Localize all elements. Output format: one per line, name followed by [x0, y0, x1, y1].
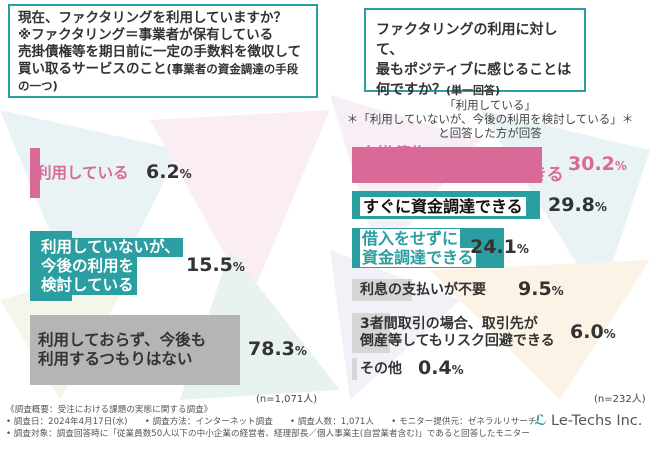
bar-positive-label-line-3-1: 借入をせずに	[360, 229, 461, 248]
right-sample-size: (n=232人)	[594, 394, 646, 405]
left-question-line2: ※ファクタリング＝事業者が保有している	[18, 27, 274, 43]
left-question-line3: 売掛債権等を期日前に一定の手数料を徴収して	[18, 44, 302, 60]
bar-usage-value-number-2: 15.5	[186, 254, 233, 276]
footer-line1: 《調査概要：受注における課題の実態に関する調査》	[6, 405, 213, 415]
bar-positive-label-line-2-1: すぐに資金調達できる	[360, 196, 526, 216]
bar-positive-value-3: 24.1%	[470, 236, 529, 258]
bar-positive-label-5: 3者間取引の場合、取引先が 倒産等してもリスク回避できる	[360, 316, 555, 350]
left-question-line1: 現在、ファクタリングを利用していますか？	[18, 10, 288, 26]
bar-positive-label-line-3-2: 資金調達できる	[360, 248, 476, 267]
footer-line2: • 調査日：2024年4月17日(水) • 調査方法：インターネット調査 • 調…	[6, 417, 537, 427]
bar-positive-value-4: 9.5%	[518, 278, 564, 300]
bar-positive-label-2: すぐに資金調達できる	[360, 196, 526, 216]
right-question-line3: 何ですか？(単一回答)	[376, 80, 574, 101]
bar-positive-label-line-5-2: 倒産等してもリスク回避できる	[360, 333, 555, 349]
bar-usage-value-unit-1: %	[179, 167, 192, 181]
bar-usage-value-number-3: 78.3	[248, 338, 295, 360]
bar-positive-value-number-5: 6.0	[570, 321, 604, 343]
bar-positive-label-4: 利息の支払いが不要	[360, 282, 486, 299]
footer-line3: • 調査対象：調査回答時に「従業員数50人以下の中小企業の経営者、経理部長／個人…	[6, 429, 530, 439]
bar-usage-label-line-2-1: 利用していないが、	[38, 237, 183, 257]
logo-text: Le-Techs Inc.	[551, 413, 643, 429]
bar-positive-value-unit-2: %	[594, 200, 607, 214]
bar-positive-1	[352, 147, 543, 183]
bar-usage-label-1: 利用している	[36, 164, 129, 183]
bar-positive-value-5: 6.0%	[570, 321, 616, 343]
respondent-subtitle: 「利用している」 ＊「利用していないが、今後の利用を検討している」＊ と回答した…	[340, 98, 640, 140]
subtitle-line3: と回答した方が回答	[438, 126, 542, 140]
bar-positive-label-line-5-1: 3者間取引の場合、取引先が	[360, 316, 538, 332]
left-question-line4: 買い取るサービスのこと(事業者の資金調達の手段の一つ)	[18, 61, 308, 95]
bar-positive-value-number-3: 24.1	[470, 236, 517, 258]
bar-usage-value-2: 15.5%	[186, 254, 245, 276]
bar-positive-value-unit-6: %	[451, 363, 464, 377]
right-question-box: ファクタリングの利用に対して、 最もポジティブに感じることは 何ですか？(単一回…	[364, 8, 586, 98]
bar-positive-label-6: その他	[360, 361, 402, 378]
bar-positive-label-line-1-1: 売掛債権の	[360, 145, 445, 165]
bar-usage-value-unit-3: %	[294, 344, 307, 358]
right-question-line1: ファクタリングの利用に対して、	[376, 22, 558, 58]
bar-usage-3	[30, 315, 240, 385]
bar-usage-label-line-2-2: 今後の利用を	[38, 256, 138, 276]
right-question-line2: 最もポジティブに感じることは	[376, 62, 572, 78]
bar-usage-label-line-3-1: 利用しておらず、今後も	[38, 331, 207, 349]
logo-mark-icon: ℒ	[534, 413, 547, 429]
bar-positive-value-unit-1: %	[614, 159, 627, 173]
bar-usage-label-line-3-2: 利用するつもりはない	[38, 350, 193, 368]
bar-usage-label-3: 利用しておらず、今後も 利用するつもりはない	[38, 331, 206, 369]
company-logo: ℒ Le-Techs Inc.	[534, 413, 642, 429]
bar-positive-value-unit-4: %	[551, 284, 564, 298]
bar-usage-label-line-2-3: 検討している	[38, 275, 137, 295]
bar-positive-value-number-4: 9.5	[518, 278, 552, 300]
bar-usage-label-2: 利用していないが、 今後の利用を 検討している	[38, 237, 183, 295]
left-question-line4-main: 買い取るサービスのこと	[18, 61, 167, 77]
bar-positive-value-unit-5: %	[603, 327, 616, 341]
bar-positive-value-number-2: 29.8	[548, 194, 595, 216]
bar-positive-value-2: 29.8%	[548, 194, 607, 216]
subtitle-line1: 「利用している」	[444, 98, 536, 112]
bar-usage-value-number-1: 6.2	[146, 161, 180, 183]
left-question-box: 現在、ファクタリングを利用していますか？ ※ファクタリング＝事業者が保有している…	[8, 4, 318, 98]
bar-usage-label-line-1-1: 利用している	[36, 163, 129, 182]
left-question-note: (事業者の資金調達の手段の一つ)	[18, 62, 299, 93]
bar-positive-label-1: 売掛債権の 未回収リスクを回避できる	[360, 145, 564, 185]
bar-positive-label-line-6-1: その他	[360, 360, 402, 377]
bar-usage-1	[30, 148, 40, 198]
bar-positive-label-line-1-2: 未回収リスクを回避できる	[360, 165, 564, 185]
bar-positive-value-number-1: 30.2	[568, 153, 615, 175]
bar-positive-6	[352, 358, 357, 380]
bar-positive-value-1: 30.2%	[568, 153, 627, 175]
right-question-line3-main: 何ですか？	[376, 82, 446, 98]
bar-positive-value-unit-3: %	[516, 242, 529, 256]
bar-positive-value-number-6: 0.4	[418, 357, 452, 379]
bar-positive-4	[352, 279, 412, 301]
bar-usage-value-1: 6.2%	[146, 161, 192, 183]
left-sample-size: (n=1,071人)	[256, 394, 318, 405]
bar-usage-value-unit-2: %	[232, 260, 245, 274]
subtitle-line2: ＊「利用していないが、今後の利用を検討している」＊	[346, 112, 634, 126]
bar-positive-value-6: 0.4%	[418, 357, 464, 379]
bar-usage-value-3: 78.3%	[248, 338, 307, 360]
bar-positive-label-line-4-1: 利息の支払いが不要	[360, 281, 486, 298]
bar-positive-label-3: 借入をせずに 資金調達できる	[360, 229, 476, 267]
subtitle-line2-text: 「利用していないが、今後の利用を検討している」	[358, 112, 622, 126]
bar-positive-5	[352, 313, 390, 353]
right-question-note: (単一回答)	[446, 84, 501, 97]
